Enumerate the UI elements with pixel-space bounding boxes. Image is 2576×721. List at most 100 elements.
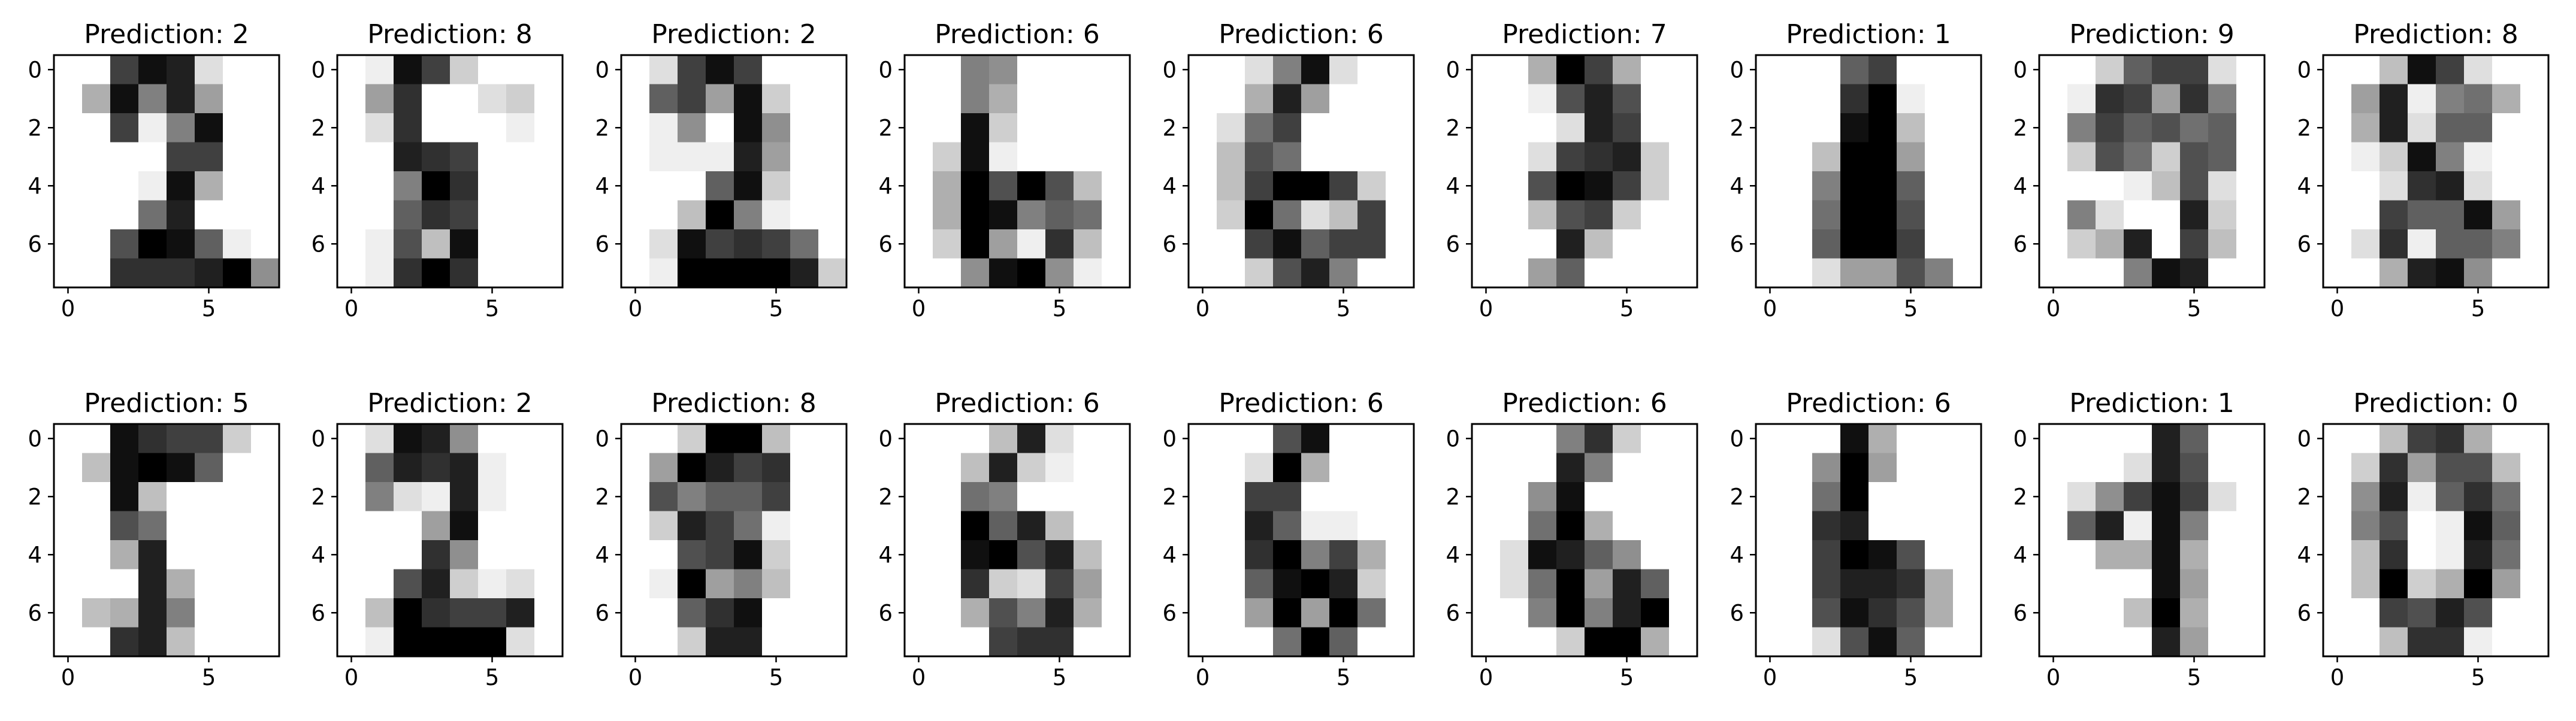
pixel-cell [251,569,280,599]
y-tick-label: 2 [311,484,325,510]
pixel-cell [478,511,507,541]
axes-frame [1187,54,1415,289]
pixel-cell [2152,569,2181,599]
pixel-cell [1102,142,1130,172]
pixel-cell [1556,229,1585,259]
pixel-cell [2236,229,2265,259]
pixel-cell [1189,229,1217,259]
pixel-cell [1500,84,1529,114]
pixel-cell [1784,142,1813,172]
pixel-cell [2492,453,2521,483]
pixel-cell [1868,569,1897,599]
pixel-cell [2208,424,2237,454]
pixel-cell [2208,627,2237,657]
pixel-cell [933,258,962,288]
x-tick-label: 0 [2046,296,2061,322]
pixel-cell [1273,84,1302,114]
digit-panel: Prediction: 6 0 5 0 2 4 6 [878,19,1131,322]
pixel-cell [1897,453,1925,483]
pixel-cell [1528,569,1557,599]
pixel-cell [1953,511,1982,541]
pixel-cell [1017,627,1046,657]
pixel-cell [167,511,195,541]
y-tick-label: 2 [2013,484,2027,510]
pixel-cell [2464,511,2493,541]
pixel-cell [2351,142,2380,172]
pixel-cell [706,482,734,512]
pixel-cell [1245,171,1274,201]
x-tick-label: 0 [2046,665,2061,690]
pixel-cell [1357,540,1386,570]
pixel-cell [1868,258,1897,288]
pixel-cell [1217,113,1245,143]
pixel-cell [1613,84,1641,114]
pixel-cell [1500,424,1529,454]
pixel-cell [1386,424,1414,454]
pixel-cell [2067,200,2096,230]
pixel-cell [1386,258,1414,288]
pixel-cell [1585,569,1613,599]
panel-title: Prediction: 8 [651,388,816,419]
pixel-cell [1102,540,1130,570]
pixel-cell [82,482,111,512]
pixel-cell [1357,113,1386,143]
panel-title: Prediction: 6 [1219,388,1383,419]
pixel-cell [678,511,706,541]
pixel-cell [1756,171,1785,201]
pixel-cell [2380,113,2408,143]
pixel-cell [138,424,167,454]
pixel-cell [506,540,535,570]
pixel-cell [621,569,650,599]
pixel-cell [1756,598,1785,628]
pixel-cell [989,113,1018,143]
pixel-cell [706,258,734,288]
pixel-cell [2152,84,2181,114]
pixel-cell [933,540,962,570]
pixel-cell [1812,142,1841,172]
pixel-cell [478,171,507,201]
y-tick-label: 0 [28,57,42,83]
pixel-cell [2380,200,2408,230]
pixel-cell [1756,229,1785,259]
pixel-cell [478,200,507,230]
pixel-cell [506,627,535,657]
pixel-cell [1953,424,1982,454]
pixel-cell [2039,511,2068,541]
pixel-cell [1585,171,1613,201]
y-tick-label: 0 [2013,57,2027,83]
pixel-cell [1273,482,1302,512]
pixel-cell [223,229,252,259]
pixel-cell [223,482,252,512]
pixel-cell [1840,55,1869,85]
pixel-cell [1756,84,1785,114]
panel-title: Prediction: 1 [2069,388,2234,419]
pixel-cell [1386,171,1414,201]
pixel-cell [478,482,507,512]
pixel-cell [678,229,706,259]
pixel-cell [1472,258,1501,288]
pixel-cell [138,229,167,259]
pixel-cell [1500,200,1529,230]
pixel-cell [790,569,819,599]
pixel-cell [2408,171,2436,201]
pixel-cell [2124,200,2152,230]
pixel-cell [1641,569,1670,599]
pixel-cell [534,540,563,570]
pixel-cell [2408,627,2436,657]
pixel-cell [2208,511,2237,541]
pixel-cell [394,453,422,483]
pixel-cell [1017,482,1046,512]
pixel-cell [1217,540,1245,570]
pixel-cell [1925,229,1954,259]
pixel-cell [1613,171,1641,201]
pixel-cell [649,55,678,85]
pixel-cell [1953,55,1982,85]
pixel-cell [1556,200,1585,230]
pixel-cell [818,453,847,483]
pixel-cell [110,627,139,657]
pixel-cell [649,453,678,483]
pixel-cell [1613,200,1641,230]
axes-frame [620,423,848,658]
pixel-cell [1897,113,1925,143]
pixel-cell [2236,424,2265,454]
